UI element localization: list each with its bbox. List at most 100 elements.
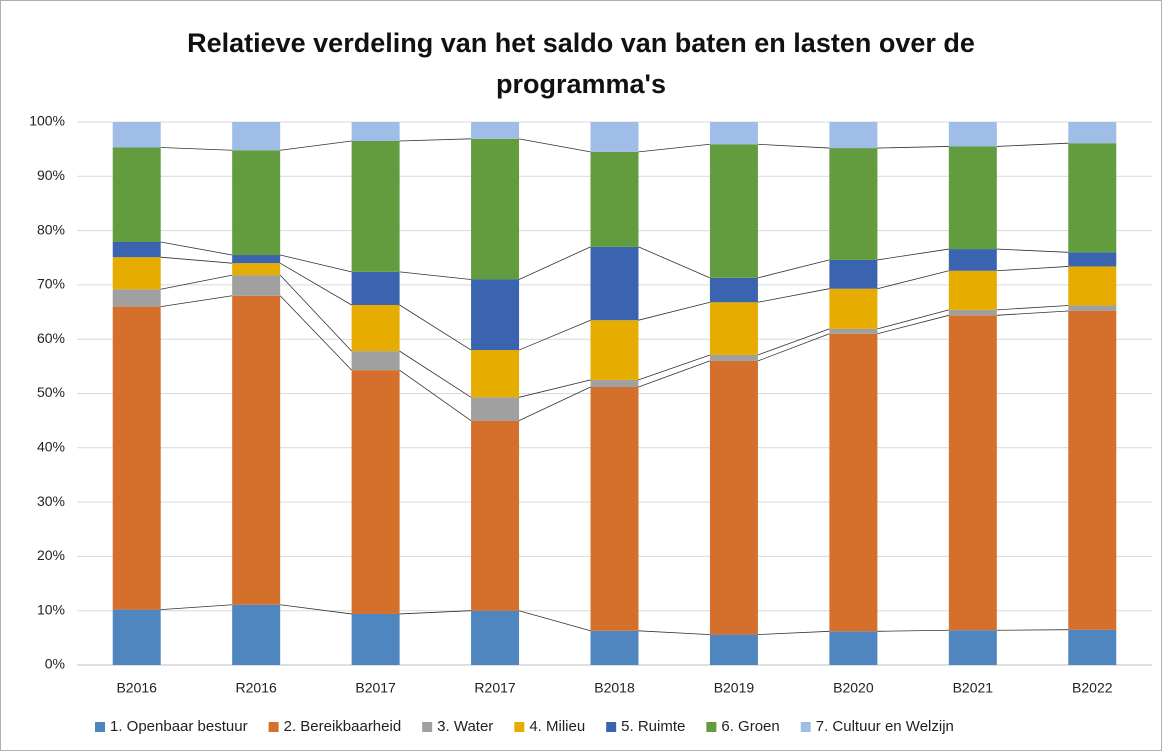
- legend-swatch: [268, 722, 279, 732]
- bar-segment: [351, 370, 400, 614]
- bar-segment: [351, 271, 400, 305]
- bar-segment: [351, 141, 400, 272]
- bar-segment: [471, 279, 520, 351]
- legend-swatch: [706, 722, 717, 732]
- bar-segment: [1068, 122, 1117, 144]
- bar-segment: [351, 122, 400, 142]
- x-tick-label: B2021: [953, 680, 994, 696]
- bar-segment: [471, 610, 520, 665]
- legend-label: 5. Ruimte: [621, 718, 685, 735]
- bar-segment: [232, 263, 281, 276]
- series-line: [996, 248, 1069, 253]
- bar-segment: [232, 122, 281, 151]
- x-tick-label: B2020: [833, 680, 874, 696]
- bar-segment: [112, 289, 161, 307]
- bar-segment: [829, 122, 878, 149]
- x-tick-label: B2022: [1072, 680, 1113, 696]
- series-line: [638, 630, 710, 635]
- series-line: [638, 143, 710, 153]
- bar-segment: [232, 604, 281, 665]
- y-tick-label: 80%: [37, 221, 65, 237]
- bar-segment: [1068, 143, 1117, 253]
- bar-segment: [590, 122, 639, 152]
- bar-segment: [1068, 310, 1117, 630]
- series-line: [757, 328, 830, 356]
- legend-label: 2. Bereikbaarheid: [284, 718, 402, 735]
- x-tick-label: B2019: [714, 680, 755, 696]
- series-line: [877, 629, 949, 632]
- legend-swatch: [800, 722, 811, 732]
- y-tick-label: 40%: [37, 439, 65, 455]
- series-line: [160, 256, 233, 264]
- legend-label: 7. Cultuur en Welzijn: [816, 718, 954, 735]
- bar-segment: [948, 122, 997, 147]
- series-line: [996, 310, 1069, 316]
- series-line: [757, 333, 830, 362]
- bar-segment: [829, 328, 878, 334]
- chart-title: Relatieve verdeling van het saldo van ba…: [187, 28, 975, 99]
- y-tick-label: 20%: [37, 547, 65, 563]
- bar-segment: [948, 630, 997, 665]
- bar-segment: [1068, 305, 1117, 311]
- bar-segment: [351, 304, 400, 352]
- series-line: [160, 604, 233, 611]
- x-tick-label: B2017: [355, 680, 396, 696]
- legend-swatch: [514, 722, 525, 732]
- y-tick-label: 70%: [37, 276, 65, 292]
- series-line: [518, 386, 591, 422]
- series-line: [280, 140, 352, 151]
- series-line: [877, 248, 949, 261]
- series-line: [399, 610, 472, 615]
- bar-segment: [709, 302, 758, 355]
- series-line: [996, 142, 1069, 147]
- series-line: [518, 610, 591, 632]
- x-tick-label: B2016: [116, 680, 157, 696]
- bar-segment: [112, 306, 161, 610]
- bar-segment: [948, 270, 997, 310]
- bar-segment: [232, 295, 281, 605]
- bar-segment: [112, 242, 161, 258]
- series-line: [996, 629, 1069, 631]
- series-line: [518, 138, 591, 153]
- series-line: [877, 314, 949, 335]
- bar-segment: [232, 275, 281, 296]
- bar-segment: [471, 397, 520, 421]
- bar-segment: [351, 351, 400, 371]
- series-line: [518, 379, 591, 398]
- series-line: [160, 274, 233, 290]
- legend-swatch: [606, 722, 617, 732]
- series-line: [638, 360, 711, 388]
- bar-segment: [112, 609, 161, 665]
- bar-segment: [471, 138, 520, 280]
- series-line: [280, 604, 352, 615]
- series-line: [518, 246, 591, 280]
- series-line: [518, 319, 591, 351]
- bar-segment: [829, 259, 878, 289]
- series-line: [399, 369, 472, 421]
- series-line: [280, 254, 352, 273]
- bar-segment: [112, 147, 161, 243]
- bar-segment: [1068, 266, 1117, 306]
- y-tick-label: 0%: [45, 656, 65, 672]
- series-line: [638, 301, 711, 321]
- x-tick-label: B2018: [594, 680, 635, 696]
- series-line: [399, 350, 472, 398]
- series-line: [160, 295, 233, 308]
- bar-segment: [1068, 252, 1117, 267]
- bar-segment: [351, 613, 400, 665]
- series-line: [877, 146, 949, 149]
- y-tick-label: 10%: [37, 601, 65, 617]
- bar-segment: [829, 333, 878, 632]
- bar-segment: [1068, 629, 1117, 665]
- series-line: [160, 241, 233, 256]
- series-line: [399, 271, 472, 280]
- bar-segment: [948, 309, 997, 316]
- series-line: [279, 295, 352, 371]
- legend-swatch: [95, 722, 105, 732]
- bar-segment: [471, 350, 520, 398]
- bar-segment: [112, 122, 161, 148]
- bar-segment: [709, 122, 758, 145]
- series-line: [877, 270, 949, 290]
- bar-segment: [948, 249, 997, 271]
